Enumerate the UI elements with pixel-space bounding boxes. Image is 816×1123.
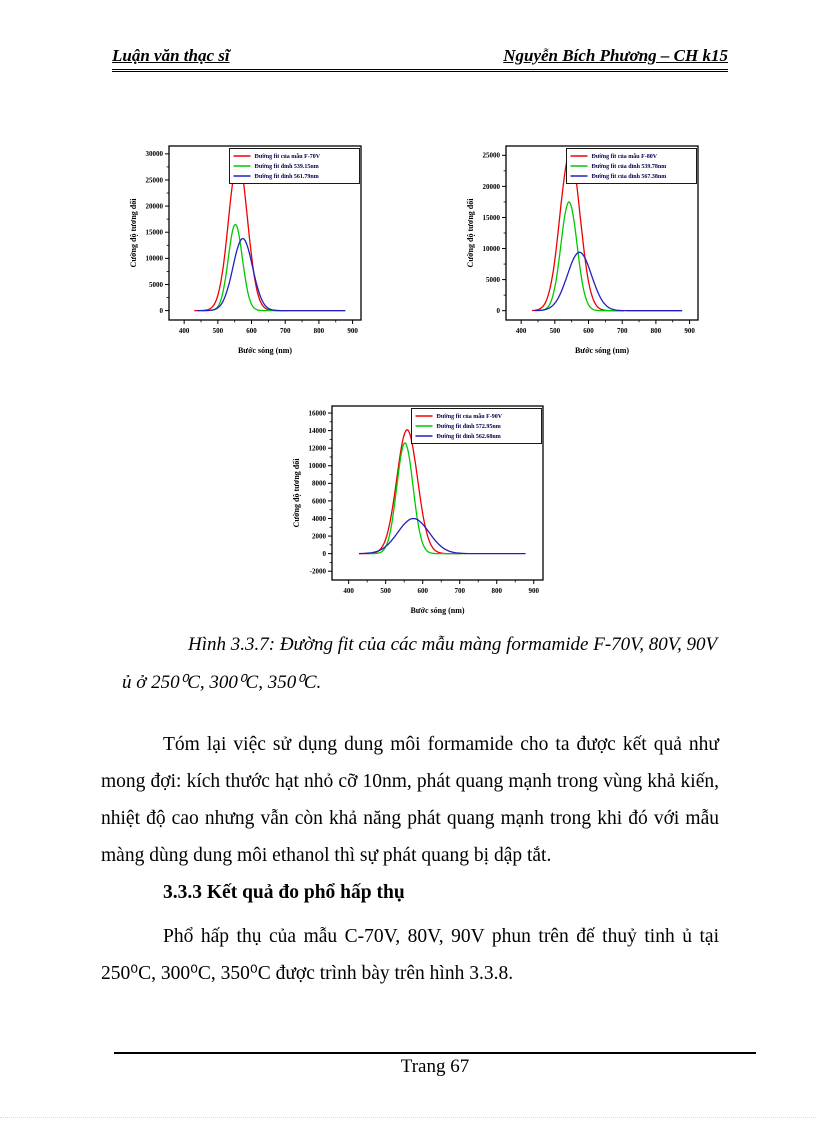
chart-f80v-canvas: 400 500 600 700 800 900 0 5000 10000 15000 20000 25… [466,145,699,355]
svg-text:15000: 15000 [146,229,164,237]
chart-f90v-canvas: 400 500 600 700 800 900 -2000 0 2000 4000 6000 8000… [292,405,544,615]
svg-text:10000: 10000 [309,462,327,470]
header-author-name: Nguyễn Bích Phương – CH k15 [503,46,728,65]
header-thesis-title: Luận văn thạc sĩ [112,46,230,65]
svg-text:700: 700 [280,327,291,335]
svg-text:Đường fit của đỉnh 567.38nm: Đường fit của đỉnh 567.38nm [592,174,667,180]
svg-text:Bước sóng (nm): Bước sóng (nm) [238,346,292,355]
section-heading: 3.3.3 Kết quả đo phổ hấp thụ [163,882,405,903]
svg-text:20000: 20000 [146,202,164,210]
svg-text:Đường fit đỉnh 562.68nm: Đường fit đỉnh 562.68nm [437,434,501,440]
figure-caption: Hình 3.3.7: Đường fit của các mẫu màng f… [122,626,722,702]
svg-text:Đường fit của mẫu F-80V: Đường fit của mẫu F-80V [592,153,658,160]
svg-text:Đường fit đỉnh 561.79nm: Đường fit đỉnh 561.79nm [255,174,319,180]
svg-text:12000: 12000 [309,445,327,453]
svg-text:Đường fit của mẫu F-70V: Đường fit của mẫu F-70V [255,153,321,160]
page-number: Trang 67 [400,1056,470,1077]
svg-text:5000: 5000 [486,276,501,284]
svg-text:Cường độ tương đối: Cường độ tương đối [292,458,301,528]
body-paragraph-summary: Tóm lại việc sử dụng dung môi formamide … [101,734,719,866]
svg-text:Bước sóng (nm): Bước sóng (nm) [410,606,464,615]
svg-text:0: 0 [160,307,164,315]
body-paragraph-absorption: Phổ hấp thụ của mẫu C-70V, 80V, 90V phun… [101,926,719,984]
svg-text:800: 800 [651,327,662,335]
svg-text:Cường độ tương đối: Cường độ tương đối [129,198,138,268]
svg-text:500: 500 [213,327,224,335]
svg-text:10000: 10000 [146,255,164,263]
svg-text:4000: 4000 [312,515,327,523]
svg-text:500: 500 [550,327,561,335]
chart-f70v-canvas: 400 500 600 700 800 900 0 5000 10000 15000 20000 25… [129,145,362,355]
svg-text:400: 400 [516,327,527,335]
svg-text:Đường fit của đỉnh 539.78nm: Đường fit của đỉnh 539.78nm [592,164,667,170]
svg-text:900: 900 [347,327,358,335]
svg-text:20000: 20000 [483,183,501,191]
page-bottom-edge [0,1117,816,1118]
svg-text:16000: 16000 [309,409,327,417]
svg-text:400: 400 [343,587,354,595]
svg-text:500: 500 [380,587,391,595]
chart-f70v: 400 500 600 700 800 900 0 5000 10000 15000 20000 25… [125,138,369,361]
svg-text:600: 600 [583,327,594,335]
figure-caption-line1: Hình 3.3.7: Đường fit của các mẫu màng f… [188,634,718,655]
svg-text:900: 900 [528,587,539,595]
chart-f90v: 400 500 600 700 800 900 -2000 0 2000 4000 6000 8000… [288,398,551,621]
svg-text:8000: 8000 [312,480,327,488]
svg-text:400: 400 [179,327,190,335]
svg-text:700: 700 [617,327,628,335]
svg-text:Đường fit đỉnh 539.15nm: Đường fit đỉnh 539.15nm [255,164,319,170]
svg-text:700: 700 [454,587,465,595]
chart-f80v: 400 500 600 700 800 900 0 5000 10000 15000 20000 25… [462,138,706,361]
svg-text:800: 800 [314,327,325,335]
page-header: Luận văn thạc sĩ Nguyễn Bích Phương – CH… [112,46,728,72]
svg-text:0: 0 [323,550,327,558]
svg-text:0: 0 [497,307,501,315]
footer-rule [114,1052,756,1054]
svg-text:2000: 2000 [312,532,327,540]
svg-text:25000: 25000 [146,176,164,184]
svg-text:900: 900 [684,327,695,335]
svg-text:600: 600 [246,327,257,335]
svg-text:6000: 6000 [312,497,327,505]
figure-caption-line2: ủ ở 250⁰C, 300⁰C, 350⁰C. [122,672,322,693]
svg-text:600: 600 [417,587,428,595]
svg-text:Bước sóng (nm): Bước sóng (nm) [575,346,629,355]
svg-text:10000: 10000 [483,245,501,253]
svg-text:Cường độ tương đối: Cường độ tương đối [466,198,475,268]
svg-text:5000: 5000 [149,281,164,289]
svg-text:800: 800 [491,587,502,595]
svg-text:25000: 25000 [483,152,501,160]
svg-text:15000: 15000 [483,214,501,222]
svg-text:Đường fit của mẫu F-90V: Đường fit của mẫu F-90V [437,413,503,420]
svg-text:-2000: -2000 [310,568,327,576]
svg-text:30000: 30000 [146,150,164,158]
svg-text:Đường fit đỉnh 572.95nm: Đường fit đỉnh 572.95nm [437,424,501,430]
svg-text:14000: 14000 [309,427,327,435]
